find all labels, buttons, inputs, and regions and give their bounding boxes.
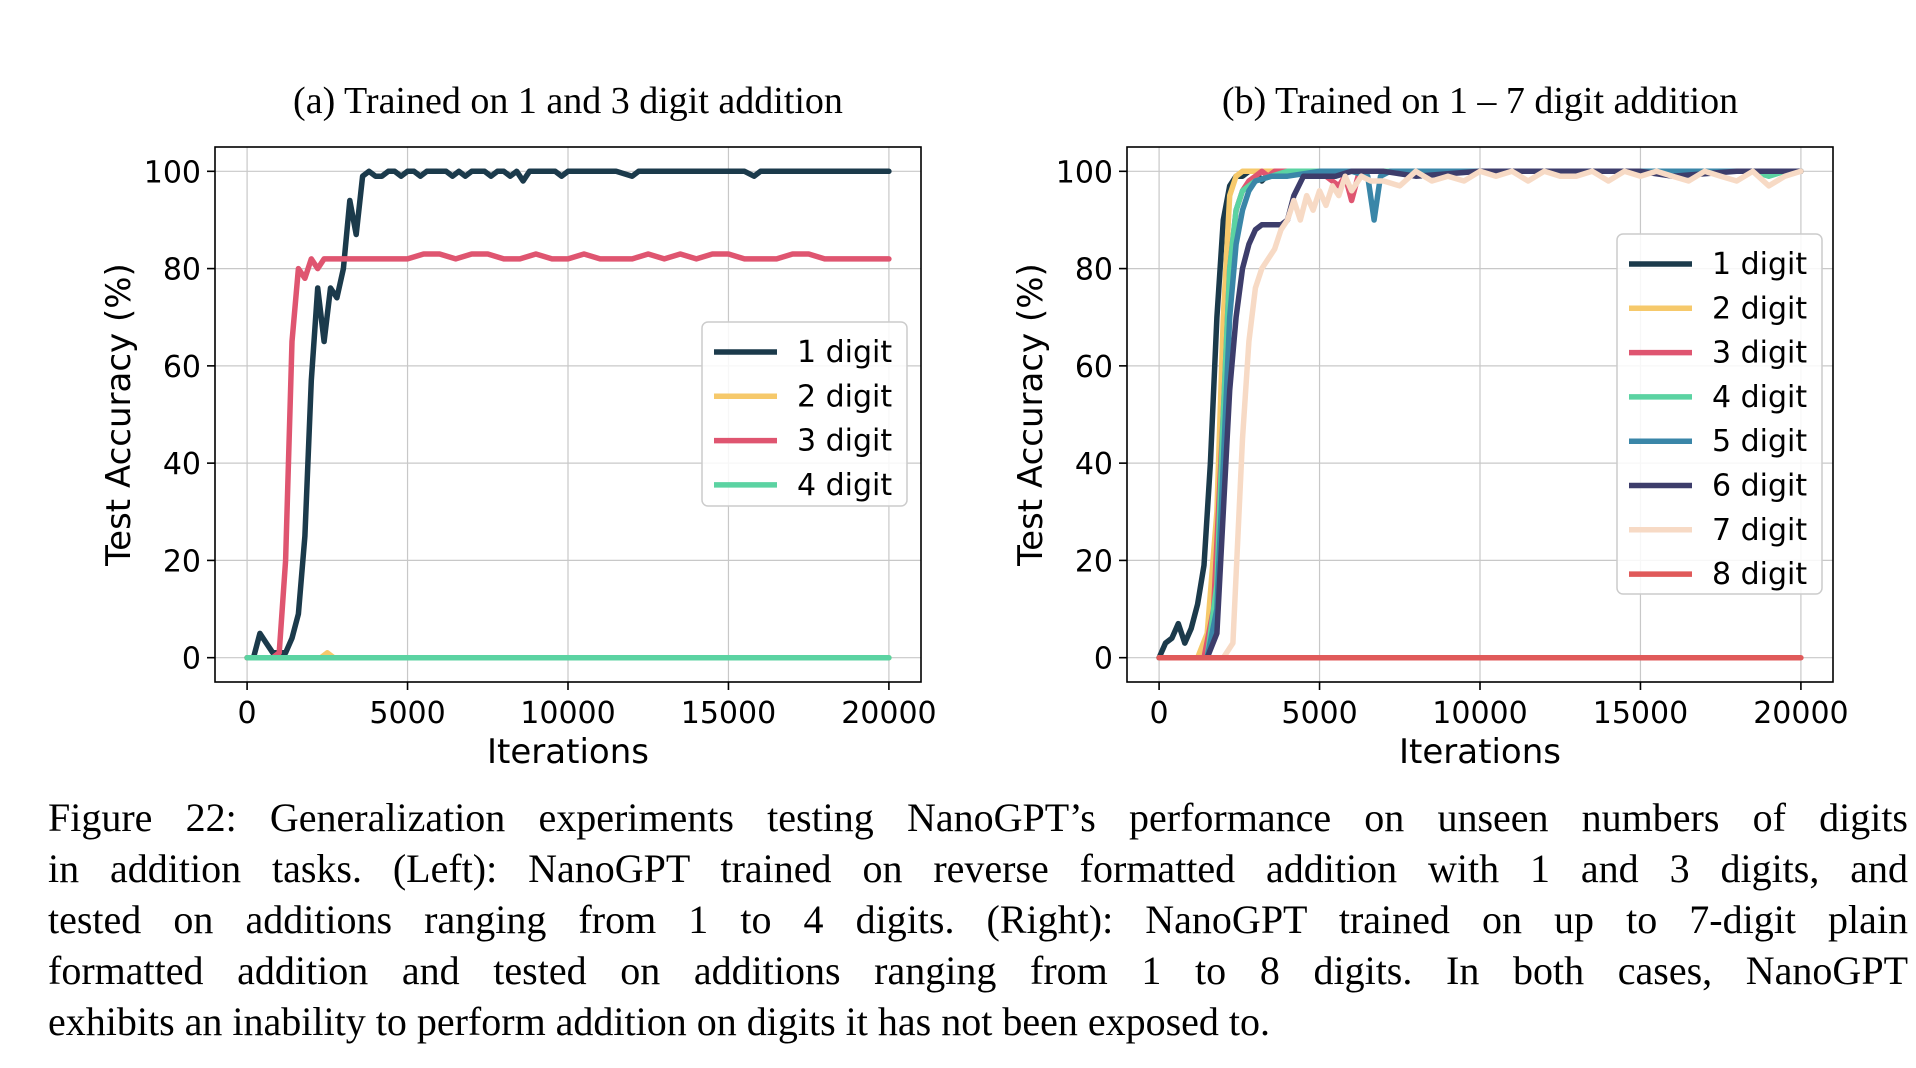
y-tick-label: 60 xyxy=(163,350,201,385)
legend-box xyxy=(701,321,908,507)
x-tick-label: 0 xyxy=(1150,696,1169,731)
legend-label: 7 digit xyxy=(1712,513,1807,548)
legend-label: 6 digit xyxy=(1712,469,1807,504)
series-line-1 xyxy=(244,168,892,661)
legend-box xyxy=(1616,233,1823,595)
legend: 1 digit 2 digit 3 digit 4 digit xyxy=(701,321,908,507)
chart-panel-2: (b) Trained on 1 – 7 digit addition 0 5000… xyxy=(1011,80,1849,772)
caption-line-5: exhibits an inability to perform additio… xyxy=(48,999,1271,1044)
chart-panel-1: (a) Trained on 1 and 3 digit addition 0 50… xyxy=(99,80,937,772)
y-tick-label: 100 xyxy=(1056,155,1113,190)
x-axis-label: Iterations xyxy=(1399,732,1561,772)
chart-title: (b) Trained on 1 – 7 digit addition xyxy=(1222,80,1738,122)
x-tick-label: 15000 xyxy=(1593,696,1688,731)
y-tick-label: 100 xyxy=(144,155,201,190)
y-tick-label: 0 xyxy=(182,642,201,677)
caption-line-3: tested on additions ranging from 1 to 4 … xyxy=(48,897,1908,942)
y-tick-label: 80 xyxy=(163,253,201,288)
legend-label: 3 digit xyxy=(797,424,892,459)
x-tick-label: 20000 xyxy=(1753,696,1848,731)
figure-caption: Figure 22: Generalization experiments te… xyxy=(48,792,1908,1047)
y-tick-label: 40 xyxy=(1075,447,1113,482)
caption-line-1: Figure 22: Generalization experiments te… xyxy=(48,795,1908,840)
y-tick-label: 40 xyxy=(163,447,201,482)
legend-label: 8 digit xyxy=(1712,557,1807,592)
chart-title: (a) Trained on 1 and 3 digit addition xyxy=(293,80,843,122)
y-tick-label: 80 xyxy=(1075,253,1113,288)
legend-label: 4 digit xyxy=(797,468,892,503)
y-axis-label: Test Accuracy (%) xyxy=(1011,263,1051,567)
x-tick-label: 15000 xyxy=(681,696,776,731)
legend-label: 2 digit xyxy=(797,379,892,414)
y-tick-label: 20 xyxy=(163,544,201,579)
x-tick-label: 10000 xyxy=(1432,696,1527,731)
x-tick-label: 5000 xyxy=(1281,696,1357,731)
legend-label: 4 digit xyxy=(1712,380,1807,415)
legend-label: 5 digit xyxy=(1712,424,1807,459)
x-tick-label: 10000 xyxy=(520,696,615,731)
legend-label: 1 digit xyxy=(797,335,892,370)
y-tick-label: 60 xyxy=(1075,350,1113,385)
caption-line-2: in addition tasks. (Left): NanoGPT train… xyxy=(48,846,1908,891)
legend-label: 2 digit xyxy=(1712,291,1807,326)
legend-label: 3 digit xyxy=(1712,336,1807,371)
series-line-3 xyxy=(244,251,892,661)
y-tick-label: 0 xyxy=(1094,642,1113,677)
x-tick-label: 0 xyxy=(238,696,257,731)
y-tick-label: 20 xyxy=(1075,544,1113,579)
y-axis-label: Test Accuracy (%) xyxy=(99,263,139,567)
x-tick-label: 5000 xyxy=(369,696,445,731)
x-tick-label: 20000 xyxy=(841,696,936,731)
caption-line-4: formatted addition and tested on additio… xyxy=(48,948,1908,993)
legend-label: 1 digit xyxy=(1712,247,1807,282)
x-axis-label: Iterations xyxy=(487,732,649,772)
series-line-7 xyxy=(1156,168,1804,661)
legend: 1 digit 2 digit 3 digit 4 digit 5 digit 6 dig… xyxy=(1616,233,1823,595)
